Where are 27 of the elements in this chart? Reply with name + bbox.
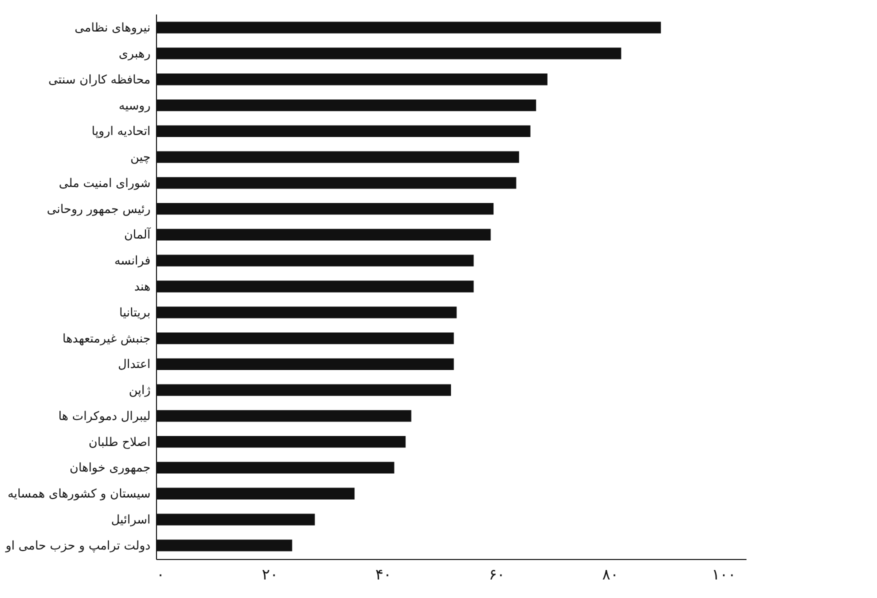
x-tick-label: ۸۰: [602, 566, 618, 584]
x-tick-label: ۰: [156, 566, 165, 584]
x-tick-label: ۲۰: [262, 566, 278, 584]
x-tick-label: ۴۰: [375, 566, 392, 584]
y-tick-label: ژاپن: [128, 383, 151, 398]
x-tick-label: ۱۰۰: [712, 566, 736, 584]
y-tick-label: جنبش غیرمتعهدها: [62, 331, 150, 346]
y-tick-label: فرانسه: [114, 254, 150, 268]
y-tick-label: نیروهای نظامی: [74, 20, 150, 35]
y-tick-label: رئیس جمهور روحانی: [46, 202, 151, 216]
y-tick-label: لیبرال دموکرات ها: [58, 408, 150, 423]
y-tick-label: چین: [130, 150, 150, 164]
x-tick-label: ۶۰: [488, 566, 505, 584]
y-tick-label: جمهوری خواهان: [70, 460, 150, 475]
y-tick-label: روسیه: [118, 98, 151, 112]
y-tick-label: دولت ترامپ و حزب حامی او: [4, 538, 150, 552]
y-tick-label: اصلاح طلبان: [88, 434, 150, 449]
y-tick-label: اتحادیه اروپا: [92, 124, 150, 138]
y-tick-label: اعتدال: [118, 357, 150, 372]
y-tick-label: سیستان و کشورهای همسایه: [8, 486, 150, 501]
y-tick-label: محافظه کاران سنتی: [48, 72, 150, 86]
y-tick-label: آلمان: [124, 226, 152, 242]
y-tick-label: رهبری: [118, 46, 151, 60]
y-tick-label: بریتانیا: [119, 305, 150, 320]
y-tick-label: شورای امنیت ملی: [58, 176, 150, 190]
y-tick-label: هند: [134, 280, 150, 294]
y-tick-label: اسرائیل: [111, 512, 150, 527]
